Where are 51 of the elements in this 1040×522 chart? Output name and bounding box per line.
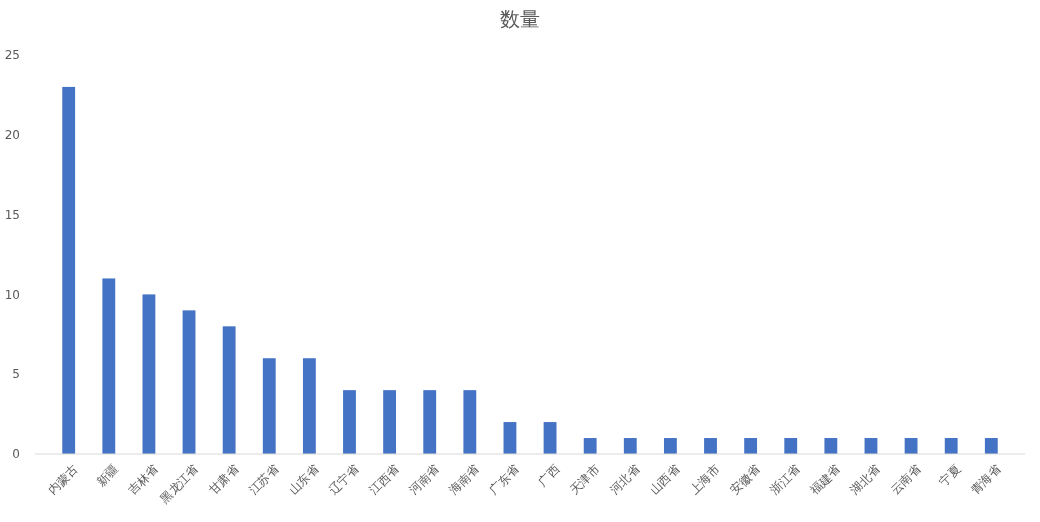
x-tick-label: 青海省 [968, 462, 1004, 498]
bar [423, 390, 437, 454]
bar [543, 422, 557, 454]
bar [663, 438, 677, 454]
bar [262, 358, 276, 454]
x-tick-label: 江西省 [366, 462, 402, 498]
bar [383, 390, 397, 454]
bar [102, 278, 116, 454]
y-tick-label: 20 [4, 128, 20, 142]
y-tick-label: 15 [4, 207, 20, 222]
x-tick-label: 海南省 [446, 462, 482, 498]
x-tick-label: 河北省 [606, 462, 643, 498]
x-tick-label: 湖北省 [847, 462, 884, 498]
bar [824, 438, 838, 454]
y-tick-label: 10 [4, 287, 20, 302]
x-tick-label: 安徽省 [727, 462, 763, 498]
x-tick-label: 河南省 [406, 462, 442, 498]
bar [343, 390, 356, 454]
chart-title: 数量 [500, 7, 540, 31]
bar [744, 438, 758, 454]
x-tick-label: 浙江省 [767, 462, 803, 498]
y-tick-label: 5 [12, 367, 20, 382]
bar [302, 358, 316, 454]
y-tick-label: 0 [12, 447, 20, 462]
bar [463, 390, 477, 454]
x-tick-label: 新疆 [94, 462, 121, 490]
bar [623, 438, 637, 454]
x-tick-label: 山西省 [647, 462, 683, 498]
bar [583, 438, 597, 454]
x-tick-label: 广东省 [486, 462, 522, 498]
x-tick-label: 福建省 [807, 462, 843, 498]
bar [62, 86, 76, 454]
x-tick-label: 内蒙古 [45, 462, 81, 498]
bar [784, 438, 798, 454]
bar [142, 294, 156, 454]
x-tick-label: 广西 [535, 462, 563, 490]
x-tick-label: 上海市 [687, 462, 723, 498]
bar [984, 438, 998, 454]
bar [503, 422, 517, 454]
x-tick-label: 宁夏 [936, 462, 964, 490]
x-tick-label: 甘肃省 [205, 462, 242, 498]
y-tick-label: 25 [4, 48, 20, 63]
bar [944, 438, 958, 454]
x-tick-label: 天津市 [566, 462, 603, 498]
x-tick-label: 山东省 [286, 462, 322, 498]
bar [182, 310, 196, 454]
x-tick-label: 云南省 [887, 462, 924, 498]
x-tick-label: 江苏省 [245, 462, 282, 498]
bar [222, 326, 236, 454]
x-tick-label: 辽宁省 [326, 462, 362, 498]
bar [704, 438, 717, 454]
